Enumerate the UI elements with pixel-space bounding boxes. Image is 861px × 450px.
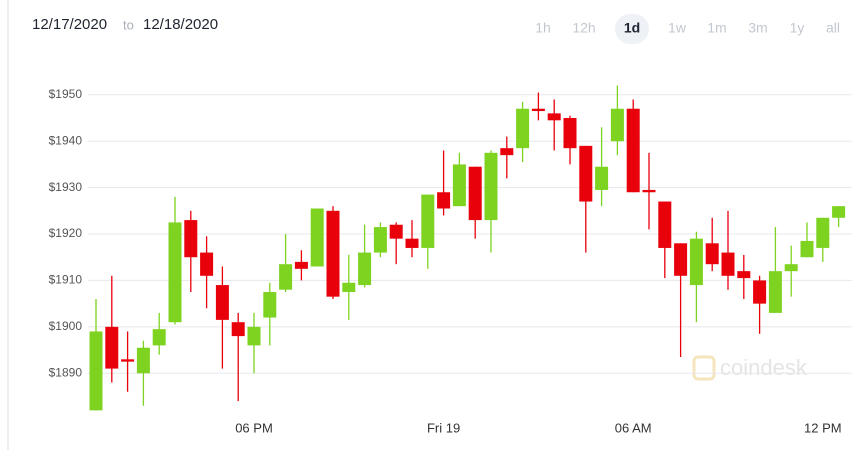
y-tick-label: $1940 [49,133,83,147]
candle-body [152,329,166,346]
x-tick-label: 06 AM [615,420,652,435]
date-to: 12/18/2020 [143,16,218,33]
date-range: 12/17/2020 to 12/18/2020 [32,16,218,33]
candle-body [689,238,703,286]
candle-body [437,192,451,209]
candle-body [516,108,530,149]
range-button[interactable]: 1y [790,20,805,36]
candle-body [832,206,846,218]
candle-body [800,240,814,258]
range-button[interactable]: 1h [535,20,551,36]
candle-body [326,210,340,297]
y-tick-label: $1910 [49,273,83,287]
candle-body [105,326,119,369]
y-tick-label: $1930 [49,180,83,194]
candle-body [547,113,561,121]
candle-body [468,166,482,221]
x-tick-label: Fri 19 [427,420,460,435]
candle-body [373,227,387,253]
range-button-label: 1y [790,20,805,36]
range-button[interactable]: 12h [572,20,595,36]
candle-body [342,282,356,293]
date-from: 12/17/2020 [32,16,107,33]
candle-body [784,264,798,272]
candle-body [595,166,609,190]
range-button-label: 1d [624,20,640,36]
candle-body [136,347,150,374]
candle-body [658,201,672,248]
candle-body [215,285,229,320]
range-buttons: 1h 12h 1d 1w 1m 3m 1y all [535,14,840,44]
range-button[interactable]: 1d [615,14,649,44]
y-tick-label: $1890 [49,365,83,379]
range-button-label: all [826,20,840,36]
candle-body [674,243,688,276]
candle-body [531,108,545,112]
candle-body [816,217,830,248]
candle-body [184,220,198,258]
candle-body [405,238,419,248]
candle-body [737,271,751,279]
candle-body [563,118,577,149]
plot: $1890 $1900 $1910 $1920 $1930 $1940 $1950 06 PM… [49,85,852,435]
candle-body [642,189,656,193]
candle-body [452,164,466,207]
candle-body [753,280,767,304]
y-tick-label: $1920 [49,226,83,240]
candle-body [279,264,293,290]
x-tick-label: 06 PM [235,420,273,435]
candle-body [705,243,719,265]
candle-body [200,252,214,276]
watermark-text: coindesk [720,355,808,380]
candle-body [768,271,782,313]
candle-body [358,252,372,286]
range-button-label: 1w [668,20,687,36]
range-button-label: 3m [748,20,767,36]
watermark: coindesk [692,355,808,381]
candle-body [389,224,403,239]
date-sep: to [123,17,134,32]
y-tick-label: $1950 [49,87,83,101]
candle-body [231,322,245,337]
range-button-label: 1m [707,20,726,36]
x-tick-label: 12 PM [804,420,842,435]
range-button[interactable]: 3m [748,20,767,36]
watermark-icon [692,355,716,381]
range-button[interactable]: 1w [668,20,687,36]
candle-body [310,208,324,267]
range-button[interactable]: all [826,20,840,36]
y-tick-label: $1900 [49,319,83,333]
range-button-bg [615,14,649,44]
candle-body [721,252,735,276]
candle-body [89,331,103,411]
range-button-label: 12h [572,20,595,36]
candle-body [168,222,182,323]
candle-body [294,261,308,269]
candle-body [610,108,624,142]
candle-body [484,152,498,221]
candle-body [247,326,261,346]
candle-body [421,194,435,248]
candle-body [626,108,640,193]
candle-body [121,359,135,362]
candle-body [579,145,593,202]
range-button-label: 1h [535,20,551,36]
candle-body [500,148,514,156]
range-button[interactable]: 1m [707,20,726,36]
candle-body [263,292,277,318]
